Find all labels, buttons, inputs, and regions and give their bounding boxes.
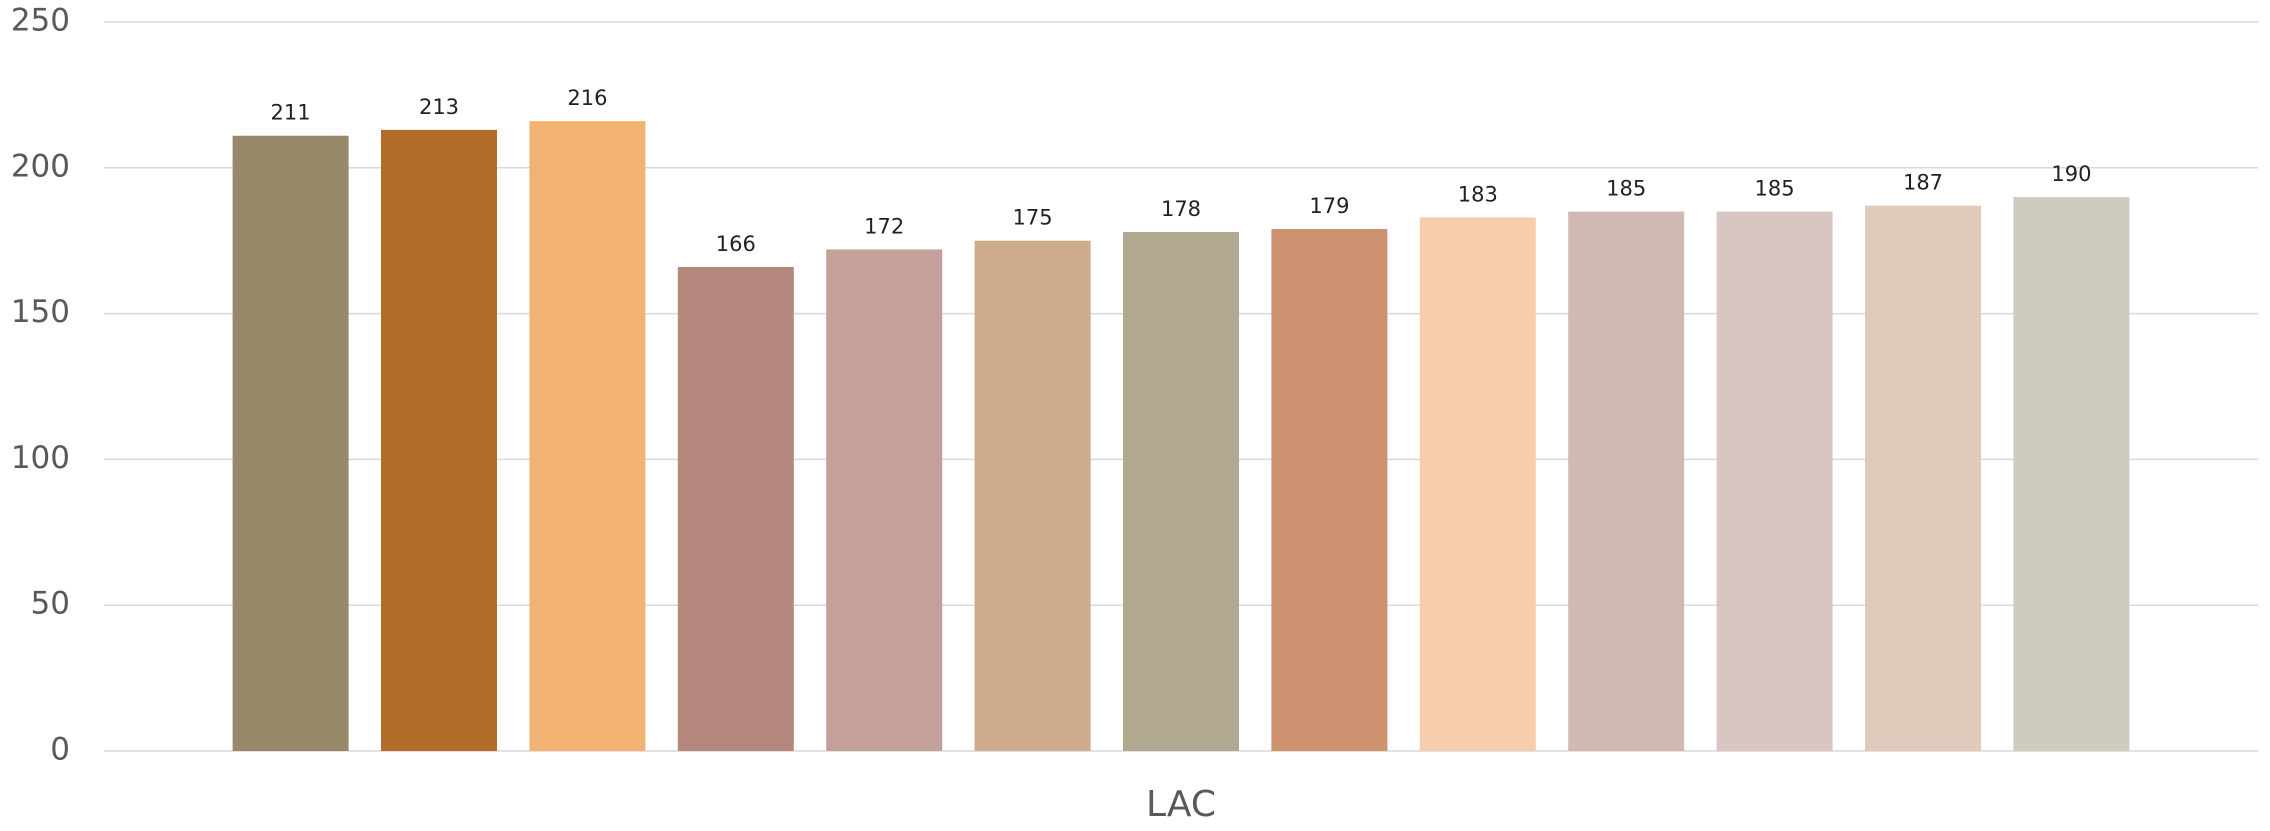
y-tick-label: 250 (11, 3, 70, 39)
data-label: 179 (1309, 194, 1349, 218)
data-label: 211 (271, 101, 311, 125)
data-label: 178 (1161, 197, 1201, 221)
bar (232, 135, 349, 751)
data-label: 172 (864, 214, 904, 238)
y-tick-label: 0 (50, 732, 70, 768)
bar (1568, 211, 1685, 752)
data-label: 190 (2051, 162, 2091, 186)
data-label: 187 (1903, 171, 1943, 195)
y-tick-label: 50 (31, 586, 70, 622)
bar (826, 249, 943, 751)
y-tick-label: 150 (11, 294, 70, 330)
y-tick-label: 200 (11, 148, 70, 184)
data-label: 185 (1755, 177, 1795, 201)
bar (677, 266, 794, 751)
data-label: 183 (1458, 182, 1498, 206)
data-label: 185 (1606, 177, 1646, 201)
bar (1865, 205, 1981, 751)
y-tick-label: 100 (11, 440, 70, 476)
bar (974, 240, 1091, 751)
bar (2013, 196, 2130, 751)
bar (381, 129, 497, 752)
bar (1716, 211, 1833, 752)
x-tick-label: LAC (1146, 784, 1216, 825)
bar (1123, 231, 1239, 751)
bar (1271, 229, 1388, 751)
bar (1419, 217, 1536, 751)
data-label: 175 (1013, 206, 1053, 230)
data-label: 213 (419, 95, 459, 119)
data-label: 216 (567, 86, 607, 110)
bar (529, 121, 646, 752)
data-label: 166 (716, 232, 756, 256)
